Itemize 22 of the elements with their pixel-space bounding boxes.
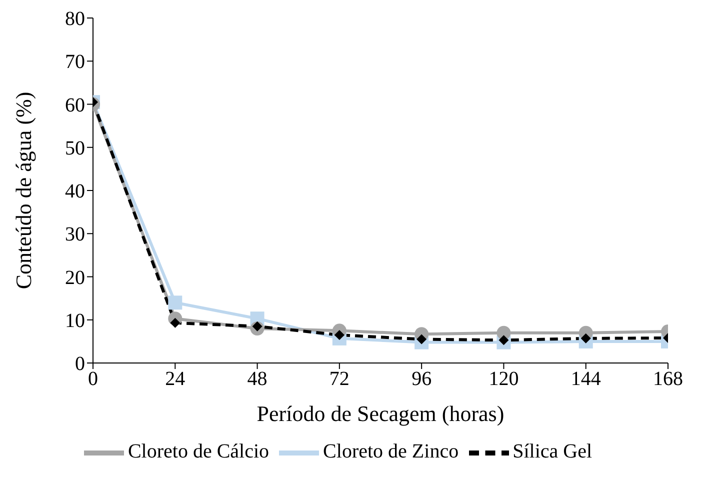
y-tick-label: 60 bbox=[65, 94, 85, 116]
legend-label: Sílica Gel bbox=[512, 440, 592, 463]
y-tick-label: 70 bbox=[65, 51, 85, 74]
legend-label: Cloreto de Zinco bbox=[323, 440, 459, 463]
x-axis-title: Período de Secagem (horas) bbox=[256, 401, 504, 426]
x-tick-label: 144 bbox=[570, 368, 601, 390]
x-tick-label: 48 bbox=[247, 368, 268, 390]
y-tick-label: 10 bbox=[65, 310, 85, 332]
x-tick-label: 168 bbox=[653, 368, 683, 390]
y-tick-label: 40 bbox=[65, 180, 85, 203]
y-tick-label: 0 bbox=[75, 353, 85, 376]
x-tick-label: 24 bbox=[165, 368, 186, 390]
legend-label: Cloreto de Cálcio bbox=[128, 440, 270, 463]
y-tick-label: 80 bbox=[65, 8, 85, 30]
x-tick-label: 72 bbox=[329, 368, 350, 390]
y-axis-title: Conteúdo de água (%) bbox=[10, 92, 36, 290]
y-tick-label: 50 bbox=[65, 137, 85, 160]
x-tick-label: 120 bbox=[488, 368, 519, 390]
y-tick-label: 20 bbox=[65, 266, 85, 289]
point bbox=[168, 296, 182, 310]
y-tick-label: 30 bbox=[65, 224, 85, 246]
x-tick-label: 96 bbox=[412, 368, 432, 390]
